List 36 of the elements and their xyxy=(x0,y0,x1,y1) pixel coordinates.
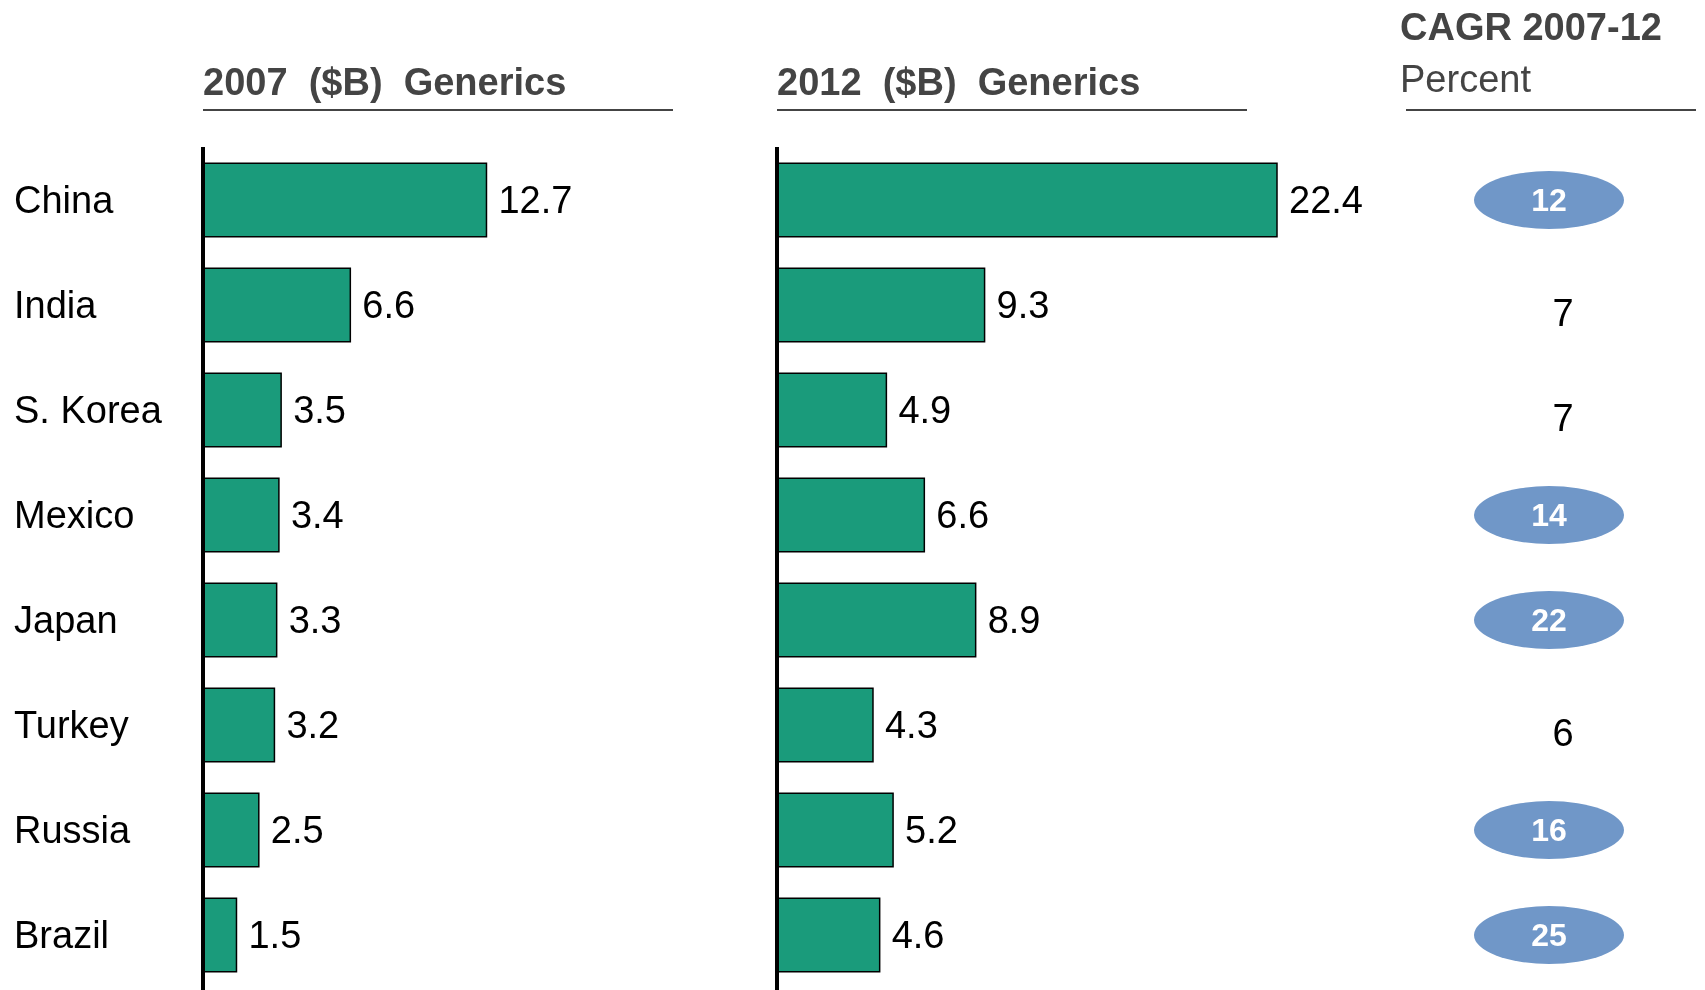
chart-title: 2007 ($B) Generics xyxy=(203,61,567,103)
text: 16 xyxy=(1531,812,1567,849)
data-label: 1.5 xyxy=(248,914,302,957)
chart-title: 2012 ($B) Generics xyxy=(777,61,1141,103)
data-label: 5.2 xyxy=(905,809,958,852)
y-tick-label: Russia xyxy=(14,809,132,852)
text: 25 xyxy=(1531,917,1567,954)
data-label: 4.9 xyxy=(898,389,952,432)
y-tick-label: S. Korea xyxy=(14,389,163,432)
text: 22 xyxy=(1531,602,1567,639)
text: 6 xyxy=(1552,712,1574,755)
text: 7 xyxy=(1552,397,1574,440)
data-label: 4.3 xyxy=(884,704,938,747)
y-tick-label: Brazil xyxy=(14,914,110,957)
y-tick-label: Turkey xyxy=(14,704,129,747)
data-label: 3.3 xyxy=(288,599,342,642)
data-label: 9.3 xyxy=(996,284,1050,327)
y-tick-label: Japan xyxy=(14,599,118,642)
text: 12 xyxy=(1531,182,1567,219)
data-label: 8.9 xyxy=(987,599,1041,642)
text: 14 xyxy=(1531,497,1567,534)
text: CAGR 2007-12 xyxy=(1400,6,1662,48)
data-label: 2.5 xyxy=(270,809,324,852)
y-tick-label: India xyxy=(14,284,98,327)
data-label: 22.4 xyxy=(1289,179,1363,222)
data-label: 12.7 xyxy=(498,179,573,222)
text: 7 xyxy=(1552,292,1574,335)
text: Percent xyxy=(1400,58,1532,100)
data-label: 3.5 xyxy=(293,389,346,432)
data-label: 3.2 xyxy=(286,704,340,747)
data-label: 6.6 xyxy=(936,494,990,537)
y-tick-label: Mexico xyxy=(14,494,135,537)
y-tick-label: China xyxy=(14,179,115,222)
data-label: 4.6 xyxy=(891,914,945,957)
data-label: 3.4 xyxy=(290,494,344,537)
data-label: 6.6 xyxy=(362,284,416,327)
